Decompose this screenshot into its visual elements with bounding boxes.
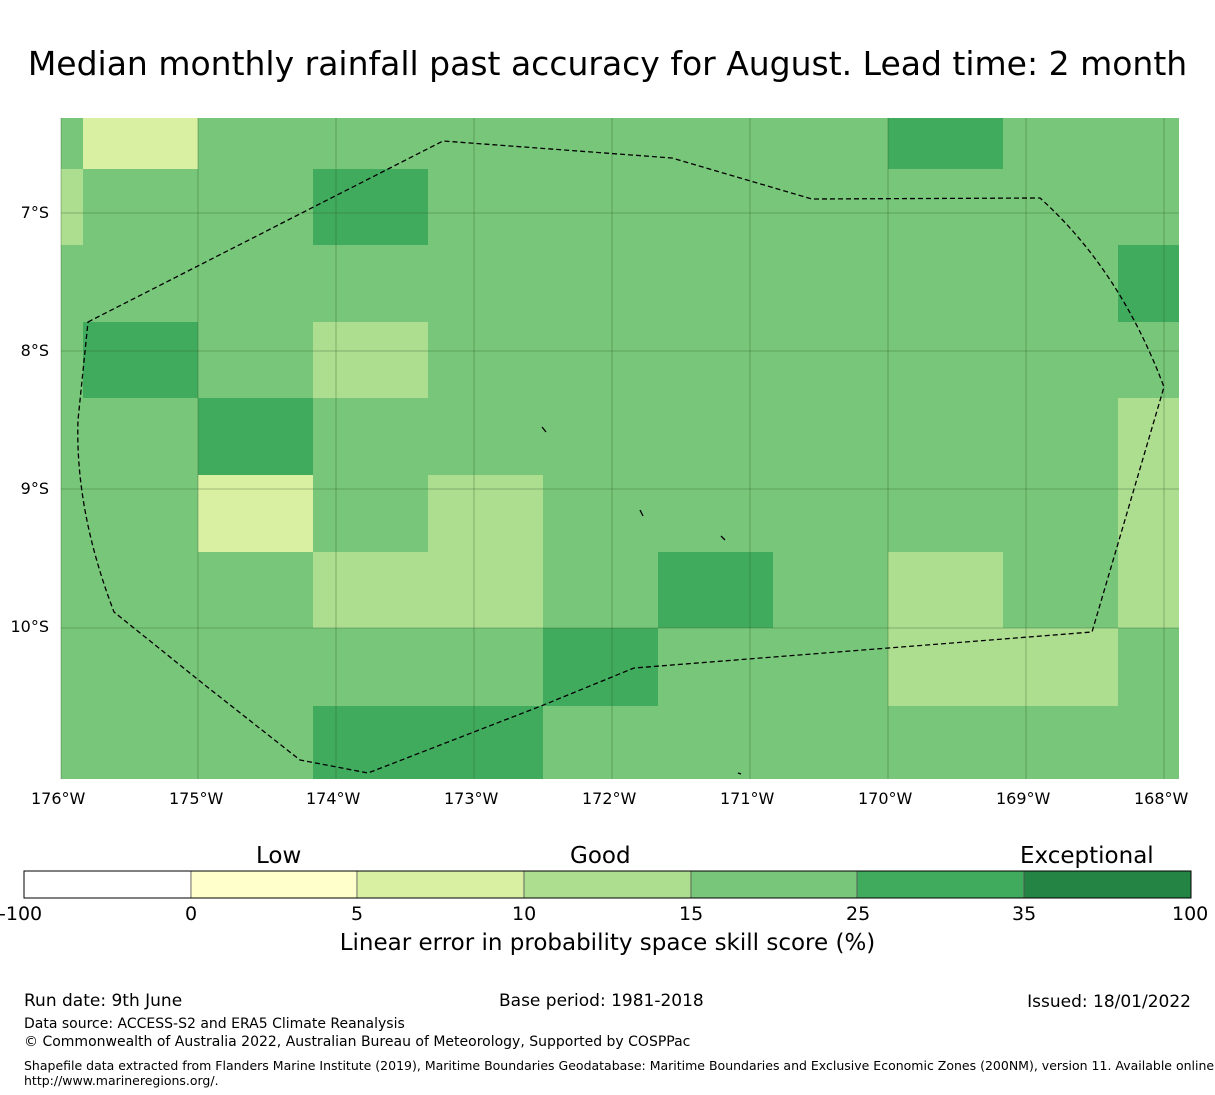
- colorbar-segment: [190, 870, 358, 899]
- skill-cell: [313, 169, 428, 245]
- colorbar-tick: 25: [846, 903, 871, 925]
- skill-cell: [313, 706, 543, 779]
- lat-label: 8°S: [20, 341, 49, 360]
- island-mark: [639, 509, 644, 517]
- skill-cell: [61, 169, 83, 245]
- category-label-exceptional: Exceptional: [1020, 843, 1154, 869]
- chart-title: Median monthly rainfall past accuracy fo…: [27, 44, 1188, 83]
- island-mark: [541, 426, 547, 433]
- colorbar-tick: 10: [512, 903, 537, 925]
- skill-cell: [198, 398, 313, 475]
- island-marks: [541, 426, 742, 775]
- colorbar-tick: 100: [1172, 903, 1209, 925]
- colorbar-segment: [856, 870, 1025, 899]
- colorbar-segment: [356, 870, 525, 899]
- run-date: Run date: 9th June: [24, 991, 183, 1011]
- shapefile-credit: Shapefile data extracted from Flanders M…: [24, 1058, 1215, 1073]
- base-period: Base period: 1981-2018: [499, 991, 704, 1011]
- shapefile-url: http://www.marineregions.org/.: [24, 1073, 219, 1088]
- lon-label: 174°W: [306, 789, 361, 808]
- colorbar-tick: 15: [679, 903, 704, 925]
- lon-label: 173°W: [444, 789, 499, 808]
- issued-date: Issued: 18/01/2022: [1027, 992, 1191, 1012]
- skill-cell: [428, 475, 543, 552]
- colorbar-segment: [23, 870, 192, 899]
- lon-label: 176°W: [31, 789, 86, 808]
- colorbar-label: Linear error in probability space skill …: [339, 930, 876, 956]
- island-mark: [720, 535, 726, 541]
- colorbar-frame: [23, 870, 1192, 899]
- colorbar-segment: [690, 870, 858, 899]
- colorbar-tick: 0: [185, 903, 198, 925]
- lat-label: 9°S: [20, 479, 49, 498]
- lon-label: 175°W: [169, 789, 224, 808]
- graticule: [60, 118, 1179, 779]
- skill-cell: [888, 552, 1003, 628]
- lon-label: 170°W: [858, 789, 913, 808]
- colorbar: [23, 870, 1192, 899]
- skill-cell: [1118, 245, 1179, 322]
- skill-cell: [658, 552, 773, 628]
- skill-cell: [313, 322, 428, 398]
- skill-cell: [1118, 398, 1179, 628]
- category-label-good: Good: [570, 843, 631, 869]
- colorbar-segment: [523, 870, 692, 899]
- skill-cell: [888, 118, 1003, 169]
- colorbar-tick: 35: [1012, 903, 1037, 925]
- lon-label: 169°W: [996, 789, 1051, 808]
- colorbar-segment: [1023, 870, 1192, 899]
- lon-label: 171°W: [720, 789, 775, 808]
- data-source: Data source: ACCESS-S2 and ERA5 Climate …: [24, 1016, 405, 1032]
- lat-label: 10°S: [10, 617, 49, 636]
- skill-grid: [61, 118, 1179, 779]
- skill-cell: [313, 552, 543, 628]
- lon-label: 172°W: [582, 789, 637, 808]
- skill-cell: [83, 118, 198, 169]
- lat-label: 7°S: [20, 203, 49, 222]
- skill-cell: [198, 475, 313, 552]
- lon-label: 168°W: [1134, 789, 1189, 808]
- colorbar-tick: 5: [351, 903, 364, 925]
- skill-cell: [83, 322, 198, 398]
- skill-cell: [888, 628, 1118, 706]
- category-label-low: Low: [256, 843, 302, 869]
- eez-boundary: [77, 140, 1165, 774]
- colorbar-tick: -100: [0, 903, 43, 925]
- island-mark: [737, 772, 742, 775]
- copyright: © Commonwealth of Australia 2022, Austra…: [24, 1034, 691, 1050]
